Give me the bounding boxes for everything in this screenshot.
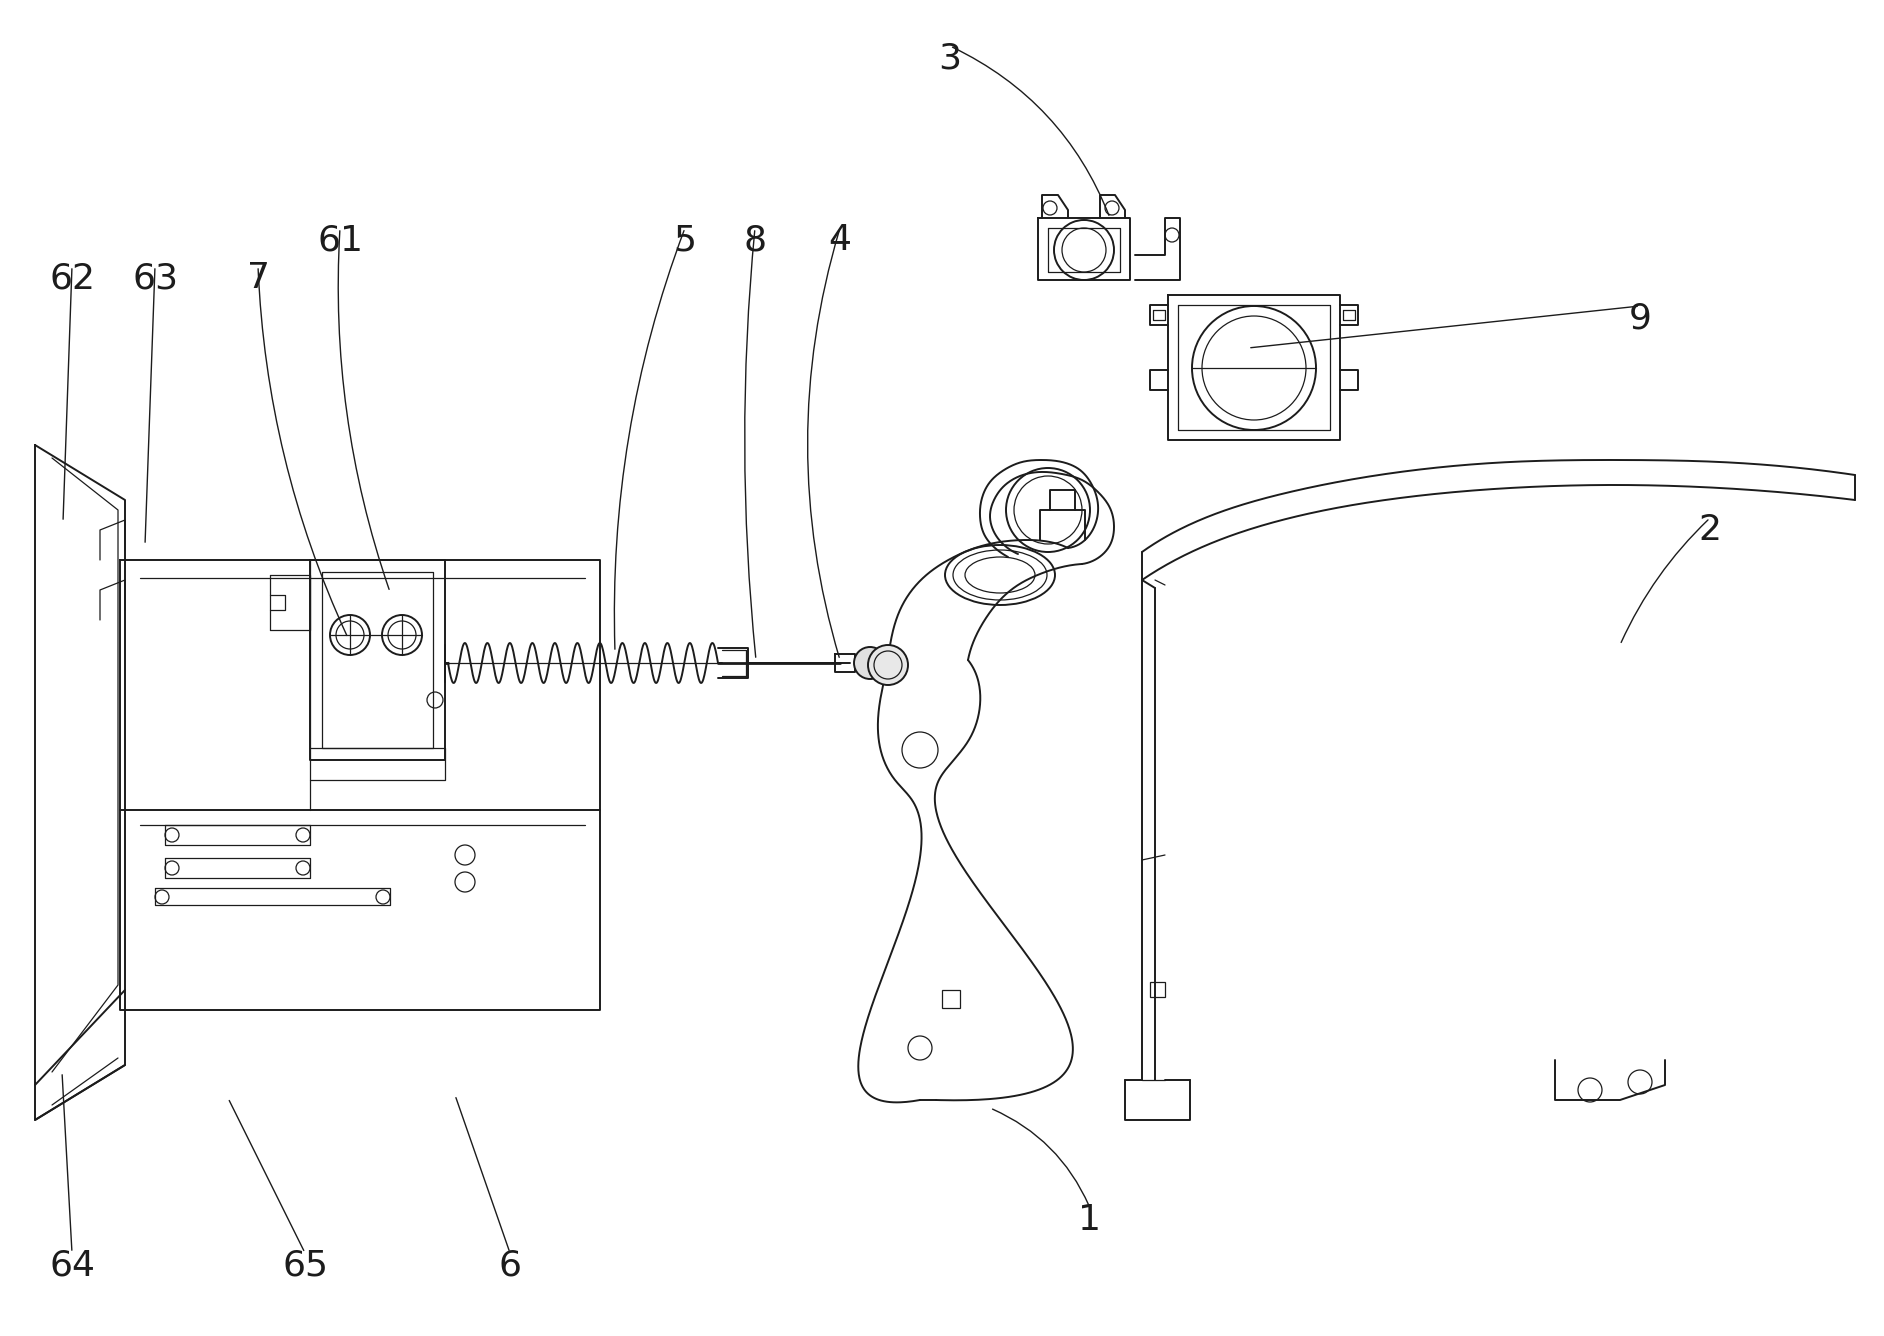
Text: 64: 64 [49, 1248, 94, 1283]
Text: 6: 6 [499, 1248, 522, 1283]
Text: 63: 63 [132, 261, 177, 295]
Text: 62: 62 [49, 261, 94, 295]
Text: 9: 9 [1628, 301, 1652, 335]
Bar [1149, 982, 1164, 997]
Bar [942, 990, 961, 1007]
Text: 61: 61 [317, 223, 364, 257]
Text: 5: 5 [673, 223, 697, 257]
Text: 1: 1 [1078, 1202, 1102, 1237]
Text: 4: 4 [829, 223, 852, 257]
Text: 65: 65 [283, 1248, 328, 1283]
Text: 7: 7 [247, 261, 269, 295]
Circle shape [853, 647, 885, 679]
Text: 3: 3 [938, 41, 961, 75]
Text: 8: 8 [744, 223, 767, 257]
Circle shape [869, 645, 908, 685]
Text: 2: 2 [1699, 513, 1722, 546]
